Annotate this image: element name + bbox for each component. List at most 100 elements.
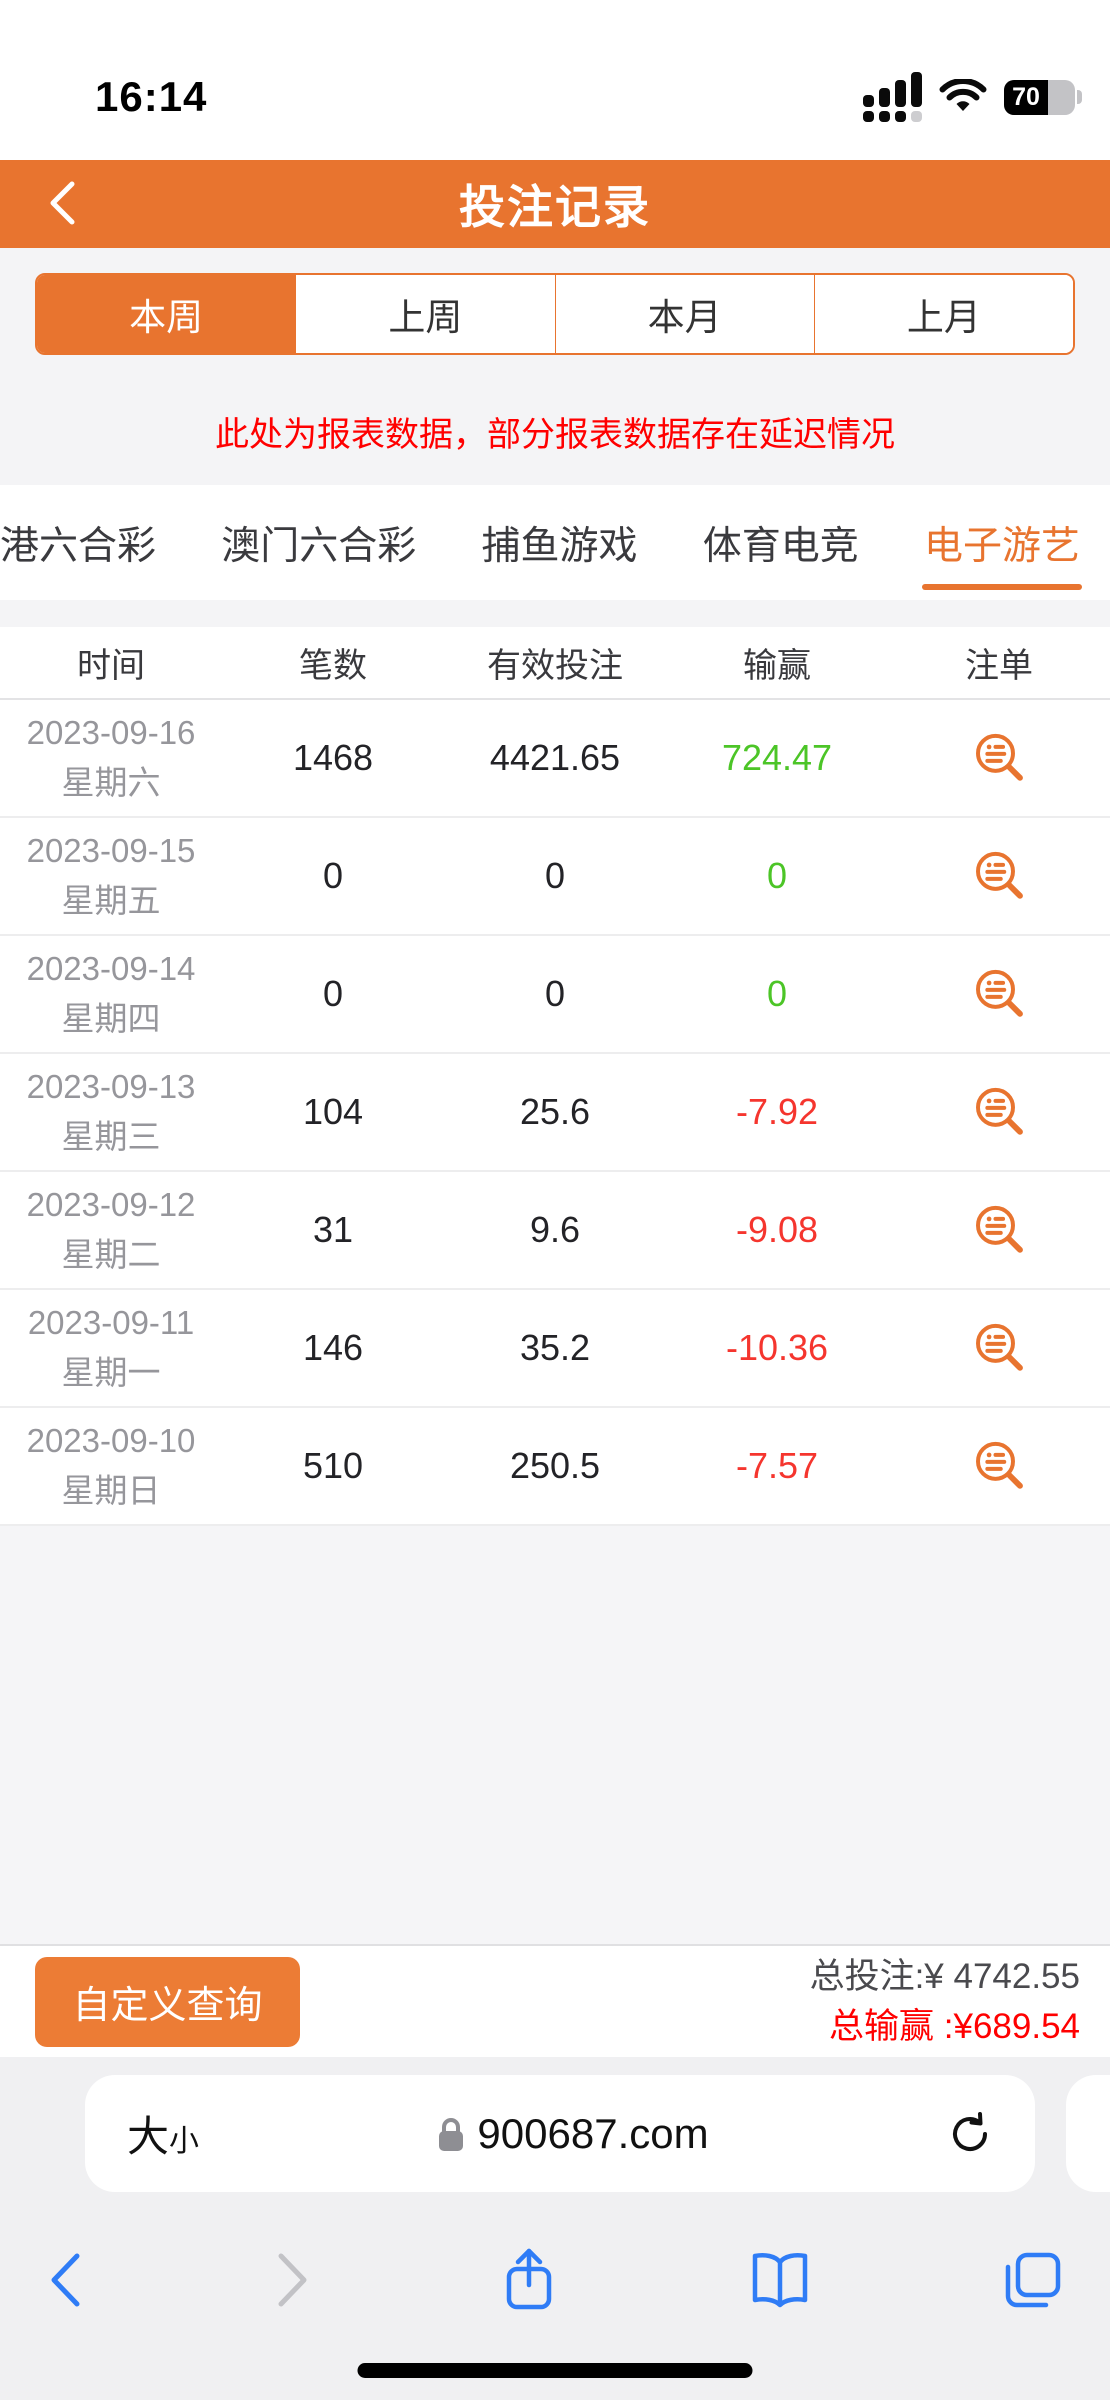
period-tab-last-month[interactable]: 上月 — [813, 275, 1073, 353]
cellular-signal-icon — [863, 72, 922, 122]
bet-record-row: 2023-09-11 星期一 146 35.2 -10.36 — [0, 1290, 1110, 1408]
magnifier-list-icon — [976, 851, 1023, 899]
column-header: 时间 — [77, 647, 145, 685]
order-detail-button[interactable] — [971, 1202, 1027, 1258]
row-bet-count: 104 — [302, 1091, 364, 1132]
row-valid-bet: 250.5 — [509, 1445, 601, 1486]
row-valid-bet: 0 — [544, 973, 566, 1014]
text-size-button[interactable]: 大小 — [127, 2113, 200, 2160]
magnifier-list-icon — [976, 1323, 1023, 1371]
category-tab-macau-mark-six[interactable]: 澳门六合彩 — [221, 524, 417, 568]
row-win-loss: 0 — [766, 855, 788, 896]
book-icon — [752, 2253, 807, 2308]
summary-bar: 自定义查询 总投注:¥ 4742.55 总输赢 :¥689.54 — [0, 1944, 1110, 2057]
bet-record-row: 2023-09-14 星期四 0 0 0 — [0, 936, 1110, 1054]
category-tab-fishing-games[interactable]: 捕鱼游戏 — [481, 524, 638, 568]
bet-record-row: 2023-09-12 星期二 31 9.6 -9.08 — [0, 1172, 1110, 1290]
row-order-cell — [888, 730, 1110, 786]
period-tab-this-month[interactable]: 本月 — [554, 275, 814, 353]
row-bet-count: 0 — [322, 973, 344, 1014]
tabs-overview-icon — [1005, 2252, 1061, 2308]
row-date: 2023-09-14 星期四 — [26, 950, 196, 1037]
battery-percent: 70 — [1004, 79, 1049, 115]
row-order-cell — [888, 1438, 1110, 1494]
order-detail-button[interactable] — [971, 1084, 1027, 1140]
custom-query-button[interactable]: 自定义查询 — [35, 1956, 300, 2047]
reload-icon — [953, 2111, 987, 2151]
chevron-left-icon — [50, 181, 75, 225]
magnifier-list-icon — [976, 1205, 1023, 1253]
row-valid-bet: 0 — [544, 855, 566, 896]
address-bar[interactable]: 大小 900687.com — [85, 2075, 1035, 2192]
url-text: 900687.com — [477, 2109, 709, 2157]
adjacent-tab-peek[interactable] — [1066, 2075, 1110, 2192]
row-bet-count: 0 — [322, 855, 344, 896]
period-tab-group: 本周 上周 本月 上月 — [35, 273, 1075, 355]
row-date: 2023-09-12 星期二 — [26, 1186, 196, 1273]
row-bet-count: 510 — [302, 1445, 364, 1486]
bet-record-row: 2023-09-13 星期三 104 25.6 -7.92 — [0, 1054, 1110, 1172]
chevron-right-icon — [278, 2253, 306, 2307]
column-header: 输赢 — [743, 647, 811, 685]
table-header-row: 时间 笔数 有效投注 输赢 注单 — [0, 627, 1110, 700]
category-tab-hk-mark-six[interactable]: 港六合彩 — [0, 524, 157, 568]
empty-area — [0, 1526, 1110, 1944]
bet-record-row: 2023-09-15 星期五 0 0 0 — [0, 818, 1110, 936]
wifi-icon — [939, 79, 987, 111]
category-tab-bar: 港六合彩 澳门六合彩 捕鱼游戏 体育电竞 电子游艺 — [0, 485, 1110, 600]
share-button[interactable] — [503, 2247, 555, 2313]
magnifier-list-icon — [976, 1441, 1023, 1489]
order-detail-button[interactable] — [971, 966, 1027, 1022]
row-order-cell — [888, 1320, 1110, 1376]
browser-toolbar — [0, 2247, 1110, 2313]
row-date: 2023-09-16 星期六 — [26, 714, 196, 801]
row-date: 2023-09-15 星期五 — [26, 832, 196, 919]
row-win-loss: -10.36 — [725, 1327, 829, 1368]
app-header: 投注记录 — [0, 160, 1110, 248]
report-delay-notice: 此处为报表数据，部分报表数据存在延迟情况 — [215, 416, 895, 454]
row-win-loss: -7.92 — [735, 1091, 819, 1132]
period-tab-this-week[interactable]: 本周 — [37, 275, 296, 353]
order-detail-button[interactable] — [971, 1438, 1027, 1494]
row-bet-count: 31 — [312, 1209, 354, 1250]
order-detail-button[interactable] — [971, 848, 1027, 904]
row-valid-bet: 25.6 — [519, 1091, 591, 1132]
divider-strip — [0, 600, 1110, 627]
share-icon — [506, 2248, 552, 2310]
order-detail-button[interactable] — [971, 1320, 1027, 1376]
url-host: 900687.com — [437, 2109, 709, 2158]
column-header: 笔数 — [299, 647, 367, 685]
reload-button[interactable] — [947, 2111, 993, 2157]
row-bet-count: 146 — [302, 1327, 364, 1368]
row-order-cell — [888, 848, 1110, 904]
row-bet-count: 1468 — [292, 737, 374, 778]
chevron-left-icon — [51, 2253, 80, 2307]
lock-icon — [439, 2117, 464, 2151]
browser-forward-button[interactable] — [276, 2251, 310, 2309]
row-valid-bet: 35.2 — [519, 1327, 591, 1368]
category-tab-electronic-games[interactable]: 电子游艺 — [924, 485, 1080, 600]
browser-back-button[interactable] — [48, 2251, 82, 2309]
table-body: 2023-09-16 星期六 1468 4421.65 724.47 2023-09-1… — [0, 700, 1110, 1526]
total-bet-amount: 总投注:¥ 4742.55 — [809, 1956, 1080, 1996]
page-title: 投注记录 — [459, 181, 651, 233]
period-tab-last-week[interactable]: 上周 — [295, 275, 555, 353]
row-win-loss: -7.57 — [735, 1445, 819, 1486]
order-detail-button[interactable] — [971, 730, 1027, 786]
totals: 总投注:¥ 4742.55 总输赢 :¥689.54 — [810, 1952, 1080, 2052]
filter-band: 本周 上周 本月 上月 此处为报表数据，部分报表数据存在延迟情况 — [0, 248, 1110, 485]
bet-record-row: 2023-09-16 星期六 1468 4421.65 724.47 — [0, 700, 1110, 818]
tabs-button[interactable] — [1004, 2251, 1062, 2309]
status-icons: 70 — [863, 72, 1082, 122]
column-header: 注单 — [965, 647, 1033, 685]
magnifier-list-icon — [976, 733, 1023, 781]
bookmarks-button[interactable] — [749, 2252, 811, 2308]
category-tab-sports-esports[interactable]: 体育电竞 — [702, 524, 859, 568]
home-indicator[interactable] — [357, 2363, 753, 2378]
row-date: 2023-09-11 星期一 — [27, 1304, 195, 1391]
row-order-cell — [888, 1202, 1110, 1258]
row-valid-bet: 9.6 — [529, 1209, 581, 1250]
row-win-loss: 724.47 — [721, 737, 833, 778]
back-button[interactable] — [42, 180, 82, 228]
